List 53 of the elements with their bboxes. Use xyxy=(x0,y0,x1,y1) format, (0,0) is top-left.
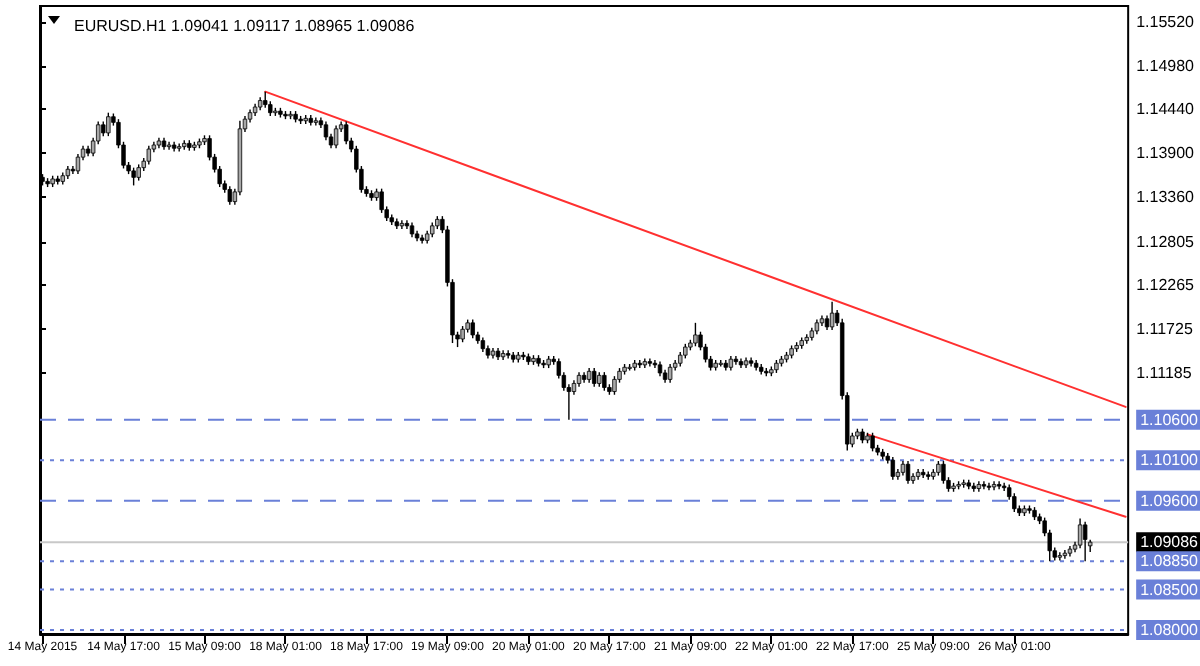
y-tick-label: 1.14440 xyxy=(1136,100,1196,119)
candlestick xyxy=(996,480,1002,491)
candlestick xyxy=(227,185,232,206)
candlestick xyxy=(146,145,152,166)
candlestick xyxy=(106,111,111,137)
y-tick-label: 1.11725 xyxy=(1136,319,1194,338)
candlestick xyxy=(379,187,384,214)
ref-line-label: 1.08850 xyxy=(1140,552,1200,571)
ref-line-label: 1.08500 xyxy=(1140,580,1200,599)
candlestick xyxy=(1082,520,1088,562)
candlestick xyxy=(505,349,511,360)
ref-line-label: 1.09600 xyxy=(1140,491,1200,510)
candlestick xyxy=(667,363,673,384)
y-tick-label: 1.12265 xyxy=(1136,276,1196,295)
candlestick xyxy=(176,142,182,153)
candlestick xyxy=(323,120,329,141)
candlestick xyxy=(693,322,698,347)
y-tick-label: 1.12805 xyxy=(1136,232,1196,251)
y-tick-label: 1.15520 xyxy=(1136,13,1196,32)
candlestick xyxy=(652,359,658,369)
candlestick xyxy=(941,460,946,485)
y-tick-label: 1.11185 xyxy=(1136,363,1193,382)
candlestick xyxy=(333,124,339,149)
candlestick xyxy=(647,357,653,368)
candlestick xyxy=(981,480,987,491)
candlestick xyxy=(612,375,617,396)
candlestick xyxy=(890,456,896,481)
ref-line-label: 1.10100 xyxy=(1140,451,1200,470)
candlestick xyxy=(592,367,597,388)
y-tick-label: 1.13900 xyxy=(1136,144,1196,163)
candlestick xyxy=(344,120,349,145)
candlestick xyxy=(166,141,172,151)
candlestick xyxy=(75,153,81,175)
candlestick xyxy=(1001,482,1007,492)
candlestick xyxy=(470,318,475,339)
candlestick xyxy=(733,355,739,366)
ref-line-label: 1.08000 xyxy=(1140,620,1200,639)
y-tick-label: 1.13360 xyxy=(1136,187,1196,206)
candlestick xyxy=(905,460,911,485)
ref-line-label: 1.10600 xyxy=(1140,410,1200,429)
text: EURUSD.H1 1.09041 1.09117 1.08965 1.09086 xyxy=(74,17,416,35)
candlestick xyxy=(1062,549,1068,560)
candlestick xyxy=(602,371,607,392)
ref-line-label: 1.09086 xyxy=(1140,533,1200,552)
candlestick xyxy=(399,219,405,230)
candlestick xyxy=(404,219,410,230)
candlestick xyxy=(1012,492,1017,513)
candlestick xyxy=(829,301,835,331)
candlestick xyxy=(870,432,875,453)
y-tick-label: 1.14980 xyxy=(1136,56,1196,75)
candlestick xyxy=(313,116,319,127)
candlestick xyxy=(920,468,926,479)
candlestick xyxy=(1057,551,1063,562)
